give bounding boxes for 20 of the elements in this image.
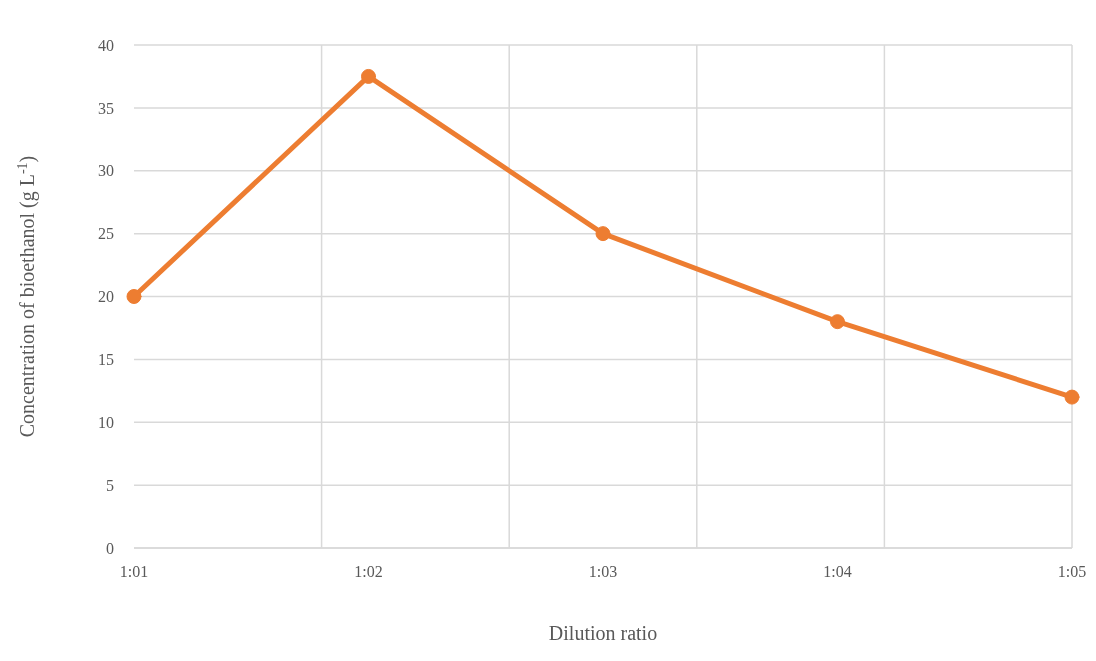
point	[361, 68, 376, 84]
x-tick-label: 1:05	[1057, 563, 1087, 581]
x-tick-label: 1:01	[119, 563, 149, 581]
point	[830, 314, 845, 330]
y-tick-label: 30	[98, 162, 114, 180]
y-tick-label: 25	[98, 225, 114, 243]
y-tick-label: 35	[98, 99, 114, 117]
x-tick-label: 1:02	[354, 563, 383, 581]
point	[1064, 389, 1080, 405]
y-tick-label: 15	[98, 351, 114, 369]
x-axis-title: Dilution ratio	[548, 622, 658, 644]
x-tick-label: 1:04	[823, 563, 852, 581]
y-tick-label: 0	[106, 539, 114, 557]
y-tick-label: 10	[98, 413, 114, 431]
x-tick-label: 1:03	[588, 563, 618, 581]
point	[595, 226, 611, 242]
point	[126, 289, 142, 304]
y-tick-label: 40	[98, 36, 114, 54]
y-tick-label: 20	[98, 288, 114, 306]
y-tick-label: 5	[106, 476, 114, 494]
